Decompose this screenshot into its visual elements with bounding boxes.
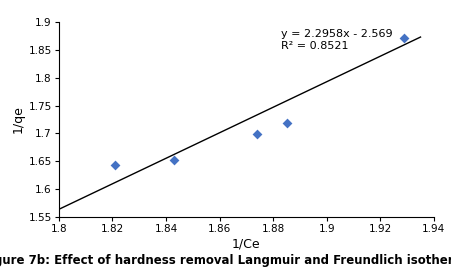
Text: y = 2.2958x - 2.569: y = 2.2958x - 2.569 bbox=[281, 29, 392, 39]
X-axis label: 1/Ce: 1/Ce bbox=[231, 238, 260, 251]
Text: R² = 0.8521: R² = 0.8521 bbox=[281, 41, 348, 51]
Point bbox=[253, 132, 260, 136]
Y-axis label: 1/qe: 1/qe bbox=[11, 106, 24, 133]
Point bbox=[111, 162, 118, 167]
Point bbox=[170, 157, 177, 162]
Point bbox=[400, 36, 407, 40]
Point bbox=[282, 121, 290, 126]
Text: Figure 7b: Effect of hardness removal Langmuir and Freundlich isotherm.: Figure 7b: Effect of hardness removal La… bbox=[0, 254, 451, 267]
